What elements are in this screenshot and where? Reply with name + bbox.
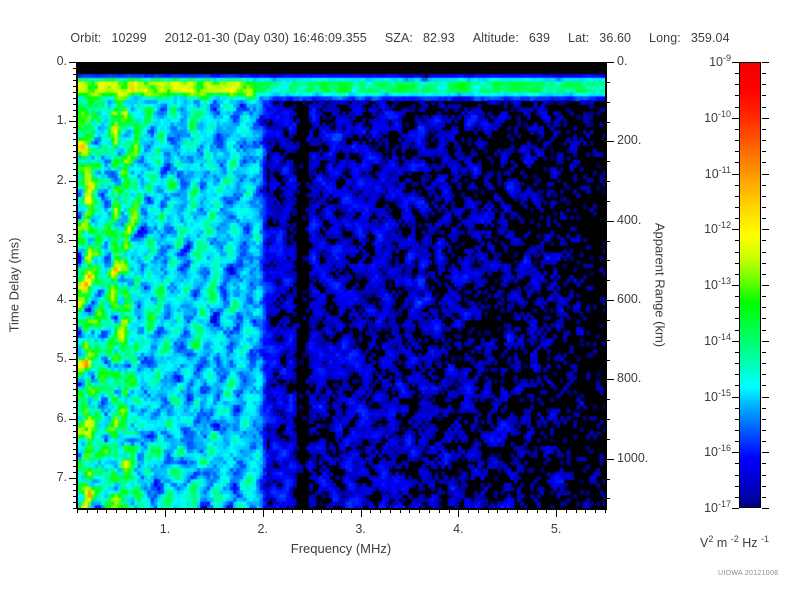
x-tick-label: 5. — [550, 522, 562, 536]
units-v-exp: 2 — [708, 534, 714, 544]
colorbar-tick-label: 10-13 — [704, 276, 731, 293]
colorbar-units-label: V2 m -2 Hz -1 — [700, 534, 769, 550]
y-tick-label: 6. — [56, 410, 67, 425]
colorbar-tick-label: 10-12 — [704, 220, 731, 237]
x-tick-label: 3. — [355, 522, 366, 536]
y2-tick-label: 800. — [617, 371, 642, 386]
units-v: V — [700, 536, 709, 551]
units-m: m — [713, 536, 731, 551]
y2-tick-label: 0. — [617, 54, 628, 68]
colorbar-tick-label: 10-10 — [704, 108, 731, 125]
x-tick-label: 2. — [257, 522, 268, 536]
colorbar — [739, 62, 761, 508]
orbit-value: 10299 — [111, 31, 147, 45]
credit-text: UIOWA 20121008 — [718, 570, 779, 577]
units-m-exp: -2 — [730, 534, 739, 544]
orbit-label: Orbit: — [70, 31, 102, 45]
figure-header: Orbit: 10299 2012-01-30 (Day 030) 16:46:09… — [0, 31, 800, 45]
units-hz: Hz — [738, 536, 761, 551]
colorbar-gradient — [739, 62, 761, 508]
y2-tick-label: 1000. — [617, 450, 649, 465]
y2-tick-label: 600. — [617, 292, 642, 307]
y-tick-label: 5. — [56, 351, 67, 366]
colorbar-tick-label: 10-11 — [704, 164, 731, 181]
y2-tick-label: 400. — [617, 212, 642, 227]
y-tick-label: 2. — [56, 172, 67, 187]
spectrogram-plot-area — [77, 62, 607, 510]
altitude-label: Altitude: — [472, 31, 519, 45]
y-tick-label: 4. — [56, 291, 67, 306]
colorbar-tick-label: 10-15 — [704, 387, 731, 404]
altitude-value: 639 — [528, 31, 551, 45]
y2-tick-label: 200. — [617, 133, 642, 148]
lat-label: Lat: — [568, 31, 590, 45]
y-tick-label: 3. — [56, 232, 67, 247]
sza-value: 82.93 — [423, 31, 455, 45]
spectrogram-canvas — [78, 63, 606, 509]
colorbar-tick-label: 10-14 — [704, 331, 731, 348]
sza-label: SZA: — [384, 31, 413, 45]
observation-datetime: 2012-01-30 (Day 030) 16:46:09.355 — [164, 31, 367, 45]
lat-value: 36.60 — [599, 31, 632, 45]
y2-axis-title: Apparent Range (km) — [652, 222, 668, 348]
y-tick-label: 1. — [56, 113, 67, 128]
long-value: 359.04 — [690, 31, 730, 45]
units-hz-exp: -1 — [760, 534, 769, 544]
colorbar-tick-label: 10-9 — [709, 53, 731, 70]
x-tick-label: 1. — [159, 522, 171, 536]
long-label: Long: — [649, 31, 681, 45]
x-tick-label: 4. — [453, 522, 464, 536]
x-axis-title: Frequency (MHz) — [290, 541, 392, 556]
y-tick-label: 0. — [56, 54, 67, 68]
y-tick-label: 7. — [56, 470, 67, 485]
colorbar-tick-label: 10-16 — [704, 443, 731, 460]
colorbar-tick-label: 10-17 — [704, 499, 731, 516]
y-axis-title: Time Delay (ms) — [6, 237, 22, 333]
